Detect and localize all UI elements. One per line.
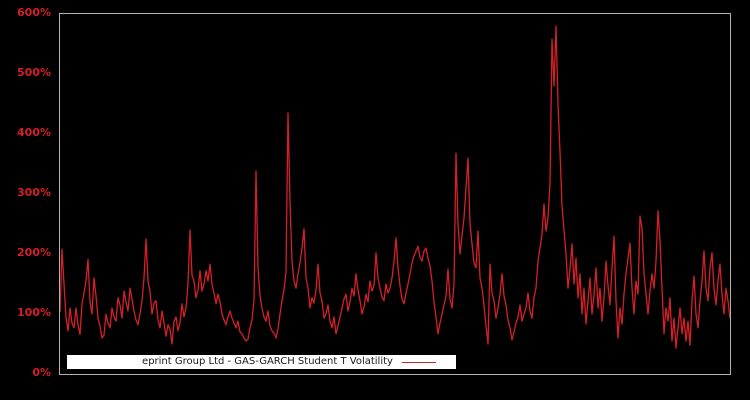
volatility-line-series bbox=[60, 25, 730, 349]
legend-label: eprint Group Ltd - GAS-GARCH Student T V… bbox=[142, 356, 393, 367]
y-tick-label: 0% bbox=[32, 366, 51, 379]
y-tick-label: 100% bbox=[17, 306, 51, 319]
legend: eprint Group Ltd - GAS-GARCH Student T V… bbox=[67, 355, 456, 369]
y-axis: 0% 100% 200% 300% 400% 500% 600% bbox=[0, 0, 55, 400]
y-tick-label: 300% bbox=[17, 186, 51, 199]
y-tick-label: 600% bbox=[17, 6, 51, 19]
y-tick-label: 500% bbox=[17, 66, 51, 79]
y-tick-label: 200% bbox=[17, 246, 51, 259]
y-tick-label: 400% bbox=[17, 126, 51, 139]
plot-area: eprint Group Ltd - GAS-GARCH Student T V… bbox=[59, 13, 731, 375]
legend-line-sample bbox=[401, 361, 436, 363]
